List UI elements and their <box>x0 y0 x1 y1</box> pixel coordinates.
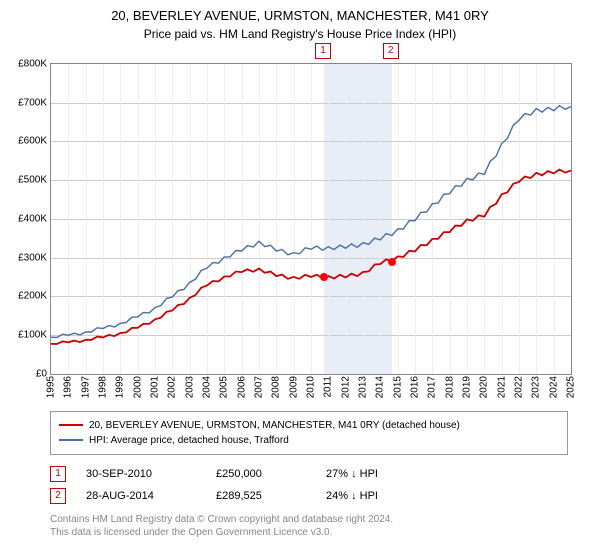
sale-dot-1 <box>320 273 328 281</box>
data-price-2: £289,525 <box>216 490 306 502</box>
x-axis-label: 2009 <box>288 376 299 398</box>
x-axis-label: 2021 <box>496 376 507 398</box>
x-axis-label: 2002 <box>167 376 178 398</box>
x-axis-label: 2024 <box>548 376 559 398</box>
legend-swatch-hpi <box>59 439 83 441</box>
x-axis-label: 2023 <box>531 376 542 398</box>
x-axis-label: 1997 <box>80 376 91 398</box>
legend-swatch-property <box>59 424 83 426</box>
marker-strip: 12 <box>50 41 570 63</box>
x-axis-label: 2014 <box>375 376 386 398</box>
sale-dot-2 <box>388 258 396 266</box>
attribution-line2: This data is licensed under the Open Gov… <box>50 526 600 539</box>
x-axis-label: 2013 <box>358 376 369 398</box>
y-axis-label: £100K <box>18 330 47 341</box>
legend-label-property: 20, BEVERLEY AVENUE, URMSTON, MANCHESTER… <box>89 418 460 433</box>
top-marker-1: 1 <box>315 43 331 59</box>
legend-row-hpi: HPI: Average price, detached house, Traf… <box>59 433 559 448</box>
x-axis-label: 2016 <box>410 376 421 398</box>
marker-badge-2: 2 <box>50 488 66 504</box>
x-axis-label: 2007 <box>254 376 265 398</box>
data-rows: 1 30-SEP-2010 £250,000 27% ↓ HPI 2 28-AU… <box>50 463 600 507</box>
y-axis-label: £500K <box>18 175 47 186</box>
x-axis-label: 1998 <box>98 376 109 398</box>
y-axis-label: £600K <box>18 136 47 147</box>
chart-svg <box>51 64 571 374</box>
y-axis-label: £700K <box>18 97 47 108</box>
x-axis-label: 2015 <box>392 376 403 398</box>
chart-area: £0£100K£200K£300K£400K£500K£600K£700K£80… <box>50 63 572 375</box>
data-pct-1: 27% ↓ HPI <box>326 468 378 480</box>
x-axis-label: 2006 <box>236 376 247 398</box>
y-axis-label: £400K <box>18 213 47 224</box>
x-axis-label: 1995 <box>46 376 57 398</box>
legend-box: 20, BEVERLEY AVENUE, URMSTON, MANCHESTER… <box>50 411 568 455</box>
x-axis-label: 2000 <box>132 376 143 398</box>
x-axis-label: 2011 <box>323 376 334 398</box>
data-pct-2: 24% ↓ HPI <box>326 490 378 502</box>
x-axis-label: 2020 <box>479 376 490 398</box>
x-axis-label: 1999 <box>115 376 126 398</box>
marker-badge-1: 1 <box>50 466 66 482</box>
data-date-1: 30-SEP-2010 <box>86 468 196 480</box>
x-axis-label: 2001 <box>150 376 161 398</box>
legend-label-hpi: HPI: Average price, detached house, Traf… <box>89 433 289 448</box>
chart-subtitle: Price paid vs. HM Land Registry's House … <box>0 25 600 41</box>
y-axis-label: £200K <box>18 291 47 302</box>
chart-container: 20, BEVERLEY AVENUE, URMSTON, MANCHESTER… <box>0 0 600 560</box>
y-axis-label: £300K <box>18 252 47 263</box>
x-axis-label: 2012 <box>340 376 351 398</box>
x-axis-label: 2019 <box>462 376 473 398</box>
x-axis-label: 2005 <box>219 376 230 398</box>
x-axis-label: 2022 <box>514 376 525 398</box>
top-marker-2: 2 <box>383 43 399 59</box>
series-hpi <box>51 106 571 338</box>
x-axis-label: 2010 <box>306 376 317 398</box>
x-axis-label: 1996 <box>63 376 74 398</box>
data-row-1: 1 30-SEP-2010 £250,000 27% ↓ HPI <box>50 463 600 485</box>
attribution: Contains HM Land Registry data © Crown c… <box>50 513 600 539</box>
x-axis-label: 2003 <box>184 376 195 398</box>
y-axis-label: £800K <box>18 58 47 69</box>
x-axis-label: 2017 <box>427 376 438 398</box>
data-date-2: 28-AUG-2014 <box>86 490 196 502</box>
x-axis-label: 2008 <box>271 376 282 398</box>
chart-title: 20, BEVERLEY AVENUE, URMSTON, MANCHESTER… <box>0 0 600 25</box>
data-price-1: £250,000 <box>216 468 306 480</box>
x-axis-label: 2018 <box>444 376 455 398</box>
attribution-line1: Contains HM Land Registry data © Crown c… <box>50 513 600 526</box>
x-axis-label: 2004 <box>202 376 213 398</box>
x-axis-label: 2025 <box>566 376 577 398</box>
legend-row-property: 20, BEVERLEY AVENUE, URMSTON, MANCHESTER… <box>59 418 559 433</box>
data-row-2: 2 28-AUG-2014 £289,525 24% ↓ HPI <box>50 485 600 507</box>
series-property <box>51 169 571 344</box>
